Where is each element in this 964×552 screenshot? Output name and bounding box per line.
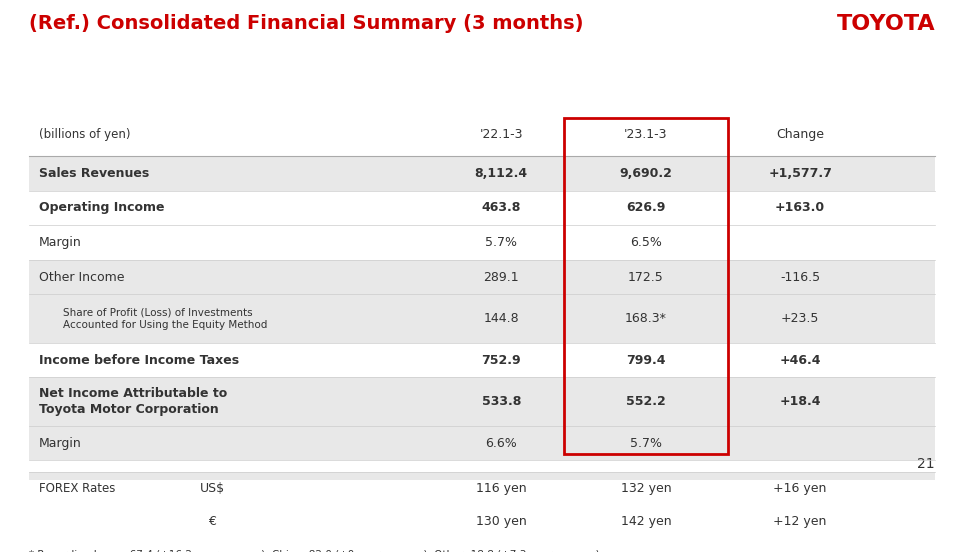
Bar — [29, 190, 935, 225]
Text: 5.7%: 5.7% — [629, 437, 662, 449]
Text: 144.8: 144.8 — [484, 312, 519, 325]
Text: +46.4: +46.4 — [779, 353, 821, 367]
Text: Margin: Margin — [39, 437, 81, 449]
Text: 130 yen: 130 yen — [476, 515, 526, 528]
Text: +12 yen: +12 yen — [773, 515, 827, 528]
Text: +163.0: +163.0 — [775, 201, 825, 214]
Text: Share of Profit (Loss) of Investments
Accounted for Using the Equity Method: Share of Profit (Loss) of Investments Ac… — [63, 307, 267, 330]
Text: '22.1-3: '22.1-3 — [479, 128, 523, 141]
Text: 9,690.2: 9,690.2 — [620, 167, 672, 180]
Text: 626.9: 626.9 — [627, 201, 665, 214]
Text: (billions of yen): (billions of yen) — [39, 128, 130, 141]
Text: 289.1: 289.1 — [484, 270, 519, 284]
Text: 5.7%: 5.7% — [485, 236, 518, 249]
Text: 533.8: 533.8 — [482, 395, 521, 408]
Text: 132 yen: 132 yen — [621, 482, 671, 495]
Bar — [29, 156, 935, 190]
Text: Income before Income Taxes: Income before Income Taxes — [39, 353, 239, 367]
Bar — [29, 505, 935, 538]
Text: 752.9: 752.9 — [481, 353, 522, 367]
Text: 463.8: 463.8 — [482, 201, 521, 214]
Text: FOREX Rates: FOREX Rates — [39, 482, 116, 495]
Text: 799.4: 799.4 — [627, 353, 665, 367]
Text: +23.5: +23.5 — [781, 312, 819, 325]
Text: 6.6%: 6.6% — [486, 437, 517, 449]
Text: +18.4: +18.4 — [779, 395, 821, 408]
Text: Other Income: Other Income — [39, 270, 124, 284]
Text: Operating Income: Operating Income — [39, 201, 164, 214]
Text: 142 yen: 142 yen — [621, 515, 671, 528]
Bar — [29, 473, 935, 505]
Text: Net Income Attributable to
Toyota Motor Corporation: Net Income Attributable to Toyota Motor … — [39, 387, 227, 416]
Text: +16 yen: +16 yen — [773, 482, 827, 495]
Text: '23.1-3: '23.1-3 — [624, 128, 668, 141]
Bar — [29, 260, 935, 294]
Text: Margin: Margin — [39, 236, 81, 249]
Text: 6.5%: 6.5% — [629, 236, 662, 249]
Bar — [29, 225, 935, 260]
Text: €: € — [208, 515, 216, 528]
Text: 8,112.4: 8,112.4 — [474, 167, 528, 180]
Bar — [29, 343, 935, 378]
Text: 552.2: 552.2 — [626, 395, 666, 408]
Text: -116.5: -116.5 — [780, 270, 820, 284]
Text: 168.3*: 168.3* — [625, 312, 667, 325]
Text: US$: US$ — [200, 482, 225, 495]
Text: Change: Change — [776, 128, 824, 141]
Text: * Regarding Japan: 67.4 (+16.2 year on year), China: 82.0 (±0 year on year), Oth: * Regarding Japan: 67.4 (+16.2 year on y… — [29, 550, 600, 552]
Text: 21: 21 — [918, 457, 935, 471]
Text: +1,577.7: +1,577.7 — [768, 167, 832, 180]
Text: Sales Revenues: Sales Revenues — [39, 167, 148, 180]
Text: (Ref.) Consolidated Financial Summary (3 months): (Ref.) Consolidated Financial Summary (3… — [29, 14, 583, 34]
Text: 172.5: 172.5 — [628, 270, 664, 284]
Text: TOYOTA: TOYOTA — [837, 14, 935, 34]
Bar — [29, 426, 935, 460]
Text: 116 yen: 116 yen — [476, 482, 526, 495]
